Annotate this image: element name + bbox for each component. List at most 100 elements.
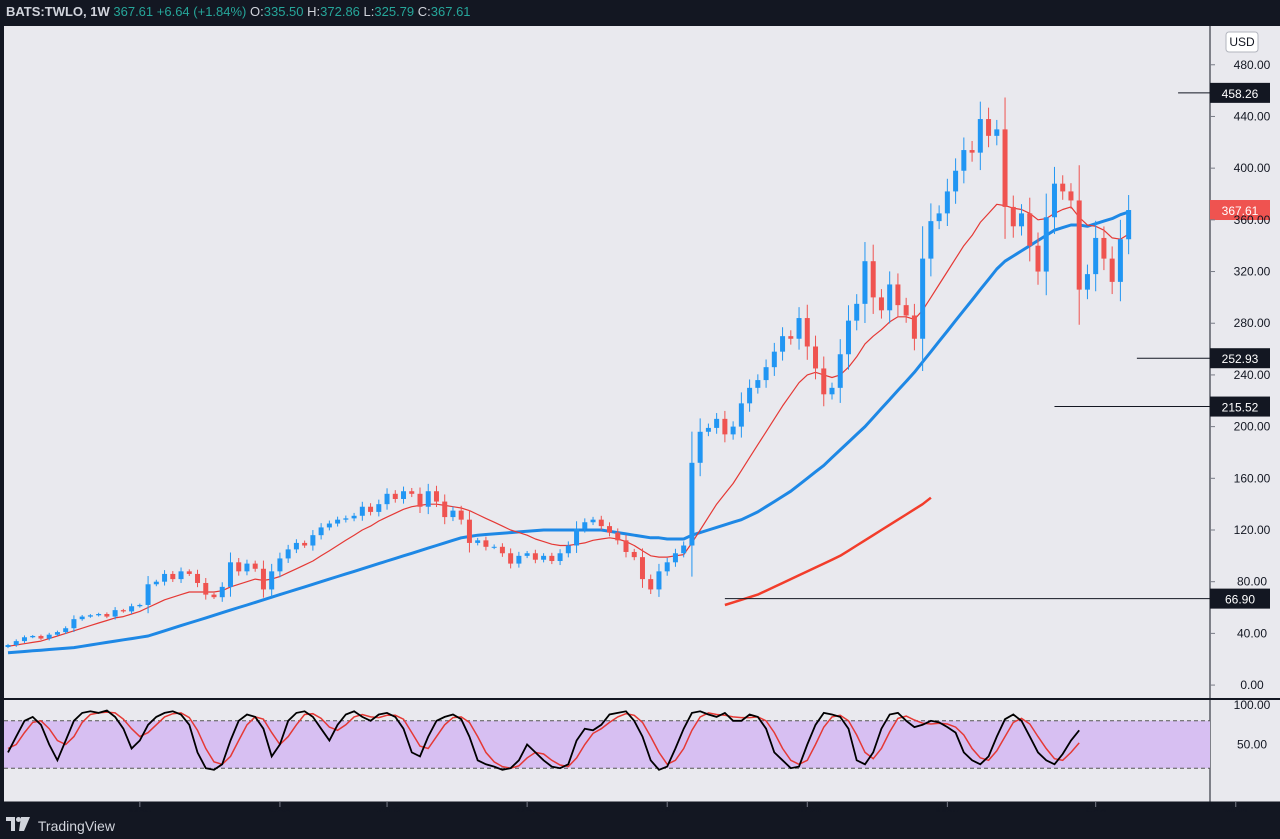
candle-body xyxy=(903,305,909,316)
oscillator-layer: 100.00 50.00 xyxy=(4,698,1271,771)
candle-body xyxy=(557,553,563,562)
candle-body xyxy=(590,519,596,523)
candle-body xyxy=(293,542,299,550)
candle-body xyxy=(178,571,184,580)
candle-body xyxy=(854,303,860,321)
price-chart-svg[interactable]: 100.00 50.00 458.26 252.93 215.52 66.90 367.6… xyxy=(0,24,1280,819)
last-price-value: 367.61 xyxy=(113,4,154,19)
symbol-label[interactable]: BATS:TWLO, 1W xyxy=(6,4,110,19)
candle-body xyxy=(120,610,126,612)
oscillator-band-fill xyxy=(4,720,1210,769)
footer-bar: TradingView xyxy=(0,812,1280,838)
candle-body xyxy=(722,418,728,435)
price-tick-label: 280.00 xyxy=(1234,316,1271,330)
candle-body xyxy=(689,462,695,546)
price-tick-label: 160.00 xyxy=(1234,471,1271,485)
price-tick-label: 320.00 xyxy=(1234,265,1271,279)
candle-body xyxy=(607,526,613,533)
time-tick-label: 2020 xyxy=(794,805,821,812)
candle-body xyxy=(30,635,36,638)
currency-button[interactable]: USD xyxy=(1225,31,1259,53)
ma-200-line xyxy=(724,496,932,607)
candle-body xyxy=(1126,210,1132,240)
candle-body xyxy=(705,427,711,432)
level-label-box xyxy=(1210,588,1270,609)
candle-body xyxy=(804,318,810,347)
candle-body xyxy=(911,315,917,339)
candle-body xyxy=(137,604,143,607)
candle-body xyxy=(5,645,11,648)
candle-body xyxy=(425,491,431,507)
candle-body xyxy=(153,581,159,585)
candle-body xyxy=(392,493,398,499)
candle-body xyxy=(335,519,341,524)
candle-body xyxy=(310,535,316,546)
candle-body xyxy=(631,551,637,558)
candle-body xyxy=(368,506,374,512)
candle-body xyxy=(483,540,489,547)
candle-body xyxy=(1027,213,1033,246)
candle-body xyxy=(788,336,794,339)
chart-area[interactable]: 100.00 50.00 458.26 252.93 215.52 66.90 367.6… xyxy=(0,24,1280,819)
candle-body xyxy=(887,284,893,311)
candle-body xyxy=(541,555,547,560)
level-label: 66.90 xyxy=(1225,593,1255,607)
currency-button-box[interactable] xyxy=(1225,31,1259,53)
candle-body xyxy=(343,518,349,520)
candle-body xyxy=(944,191,950,214)
last-price-label-box xyxy=(1210,200,1270,221)
time-tick-label: May xyxy=(516,805,539,812)
candle-body xyxy=(1043,217,1049,272)
level-label: 215.52 xyxy=(1222,401,1259,415)
chart-legend-header: BATS:TWLO, 1W 367.61 +6.64 (+1.84%) O:33… xyxy=(0,0,1280,24)
candle-body xyxy=(433,491,439,502)
candle-body xyxy=(672,553,678,563)
price-tick-label: 80.00 xyxy=(1237,575,1267,589)
candle-body xyxy=(351,515,357,519)
candle-body xyxy=(813,346,819,369)
candle-body xyxy=(771,351,777,368)
open-value: 335.50 xyxy=(263,4,304,19)
candle-body xyxy=(623,540,629,552)
currency-label[interactable]: USD xyxy=(1229,35,1255,49)
candle-body xyxy=(895,284,901,306)
candle-body xyxy=(442,501,448,518)
candle-body xyxy=(508,553,514,564)
candle-body xyxy=(862,261,868,304)
time-tick-label: Sep xyxy=(1085,805,1107,812)
candle-body xyxy=(285,549,291,559)
tradingview-logo-icon[interactable] xyxy=(6,813,30,839)
candle-body xyxy=(71,619,77,629)
price-change: +6.64 (+1.84%) xyxy=(156,4,247,19)
time-tick-label: Sep xyxy=(657,805,679,812)
price-tick-label: 40.00 xyxy=(1237,626,1267,640)
brand-name[interactable]: TradingView xyxy=(37,818,115,835)
candle-body xyxy=(977,119,983,153)
candle-body xyxy=(730,426,736,435)
candle-body xyxy=(260,568,266,590)
candle-body xyxy=(458,510,464,520)
candle-body xyxy=(277,558,283,572)
candles-layer xyxy=(5,97,1132,649)
candle-body xyxy=(302,542,308,546)
candle-body xyxy=(639,557,645,580)
candle-body xyxy=(326,523,332,528)
price-tick-label: 440.00 xyxy=(1234,109,1271,123)
candle-body xyxy=(499,546,505,554)
candle-body xyxy=(516,555,522,564)
candle-body xyxy=(466,519,472,543)
candle-body xyxy=(112,610,118,617)
candle-body xyxy=(129,606,135,612)
candle-body xyxy=(1010,206,1016,227)
candle-body xyxy=(532,553,538,560)
candle-body xyxy=(615,532,621,541)
candle-body xyxy=(681,545,687,554)
price-tick-label: 120.00 xyxy=(1234,523,1271,537)
candle-body xyxy=(87,615,93,617)
candle-body xyxy=(211,594,217,598)
candle-body xyxy=(186,571,192,574)
high-label: H: xyxy=(307,4,321,19)
candle-body xyxy=(252,563,258,569)
candle-body xyxy=(417,493,423,507)
stochastic-d-line xyxy=(7,711,1080,769)
